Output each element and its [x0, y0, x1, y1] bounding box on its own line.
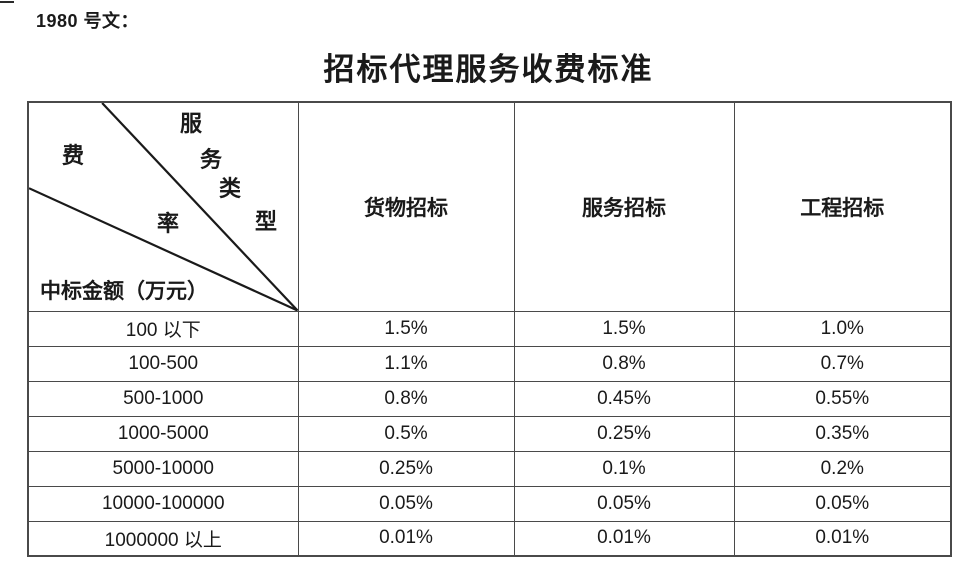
- table-row: 100 以下 1.5% 1.5% 1.0%: [27, 310, 952, 347]
- table-row: 1000000 以上 0.01% 0.01% 0.01%: [27, 520, 952, 557]
- rate-cell: 1.0%: [733, 310, 952, 347]
- page-title: 招标代理服务收费标准: [323, 52, 654, 87]
- scan-artifact-mark: [0, 1, 14, 3]
- amount-range-cell: 10000-100000: [27, 485, 299, 522]
- rate-cell: 0.5%: [297, 415, 515, 452]
- corner-label-service-type-char-2: 务: [200, 147, 223, 172]
- corner-label-fee-rate-char-1: 费: [62, 143, 85, 168]
- table-row: 10000-100000 0.05% 0.05% 0.05%: [27, 485, 952, 522]
- rate-cell: 0.55%: [733, 380, 952, 417]
- rate-cell: 0.25%: [513, 415, 735, 452]
- rate-cell: 0.45%: [513, 380, 735, 417]
- rate-cell: 0.2%: [733, 450, 952, 487]
- corner-label-fee-rate-char-2: 率: [157, 211, 180, 236]
- diagonal-line-upper: [101, 103, 298, 311]
- rate-cell: 0.01%: [733, 520, 952, 557]
- table-row: 1000-5000 0.5% 0.25% 0.35%: [27, 415, 952, 452]
- diagonal-line-lower: [29, 187, 298, 311]
- rate-cell: 0.8%: [513, 345, 735, 382]
- table-header-row: 服 务 类 型 费 率 中标金额（万元） 货物招标 服务招标 工程招标: [27, 101, 952, 312]
- amount-range-cell: 1000-5000: [27, 415, 299, 452]
- rate-cell: 0.7%: [733, 345, 952, 382]
- column-header-works-bidding: 工程招标: [733, 101, 952, 312]
- corner-label-service-type-char-3: 类: [219, 176, 242, 201]
- amount-range-cell: 1000000 以上: [27, 520, 299, 557]
- amount-range-cell: 5000-10000: [27, 450, 299, 487]
- amount-range-cell: 500-1000: [27, 380, 299, 417]
- amount-range-cell: 100-500: [27, 345, 299, 382]
- column-header-services-bidding: 服务招标: [513, 101, 735, 312]
- rate-cell: 0.8%: [297, 380, 515, 417]
- rate-cell: 0.25%: [297, 450, 515, 487]
- rate-cell: 0.1%: [513, 450, 735, 487]
- table-row: 500-1000 0.8% 0.45% 0.55%: [27, 380, 952, 417]
- rate-cell: 0.05%: [297, 485, 515, 522]
- rate-cell: 1.5%: [297, 310, 515, 347]
- amount-range-cell: 100 以下: [27, 310, 299, 347]
- rate-cell: 0.05%: [733, 485, 952, 522]
- rate-cell: 0.01%: [513, 520, 735, 557]
- table-row: 5000-10000 0.25% 0.1% 0.2%: [27, 450, 952, 487]
- rate-cell: 1.1%: [297, 345, 515, 382]
- diagonal-divider-lines: [29, 103, 298, 311]
- rate-cell: 0.05%: [513, 485, 735, 522]
- rate-cell: 0.01%: [297, 520, 515, 557]
- fee-standard-table: 服 务 类 型 费 率 中标金额（万元） 货物招标 服务招标 工程招标 100 …: [27, 101, 952, 557]
- corner-label-award-amount: 中标金额（万元）: [40, 279, 208, 303]
- corner-label-service-type-char-4: 型: [255, 209, 278, 234]
- table-corner-cell: 服 务 类 型 费 率 中标金额（万元）: [27, 101, 299, 312]
- column-header-goods-bidding: 货物招标: [297, 101, 515, 312]
- rate-cell: 1.5%: [513, 310, 735, 347]
- document-ref-label: 1980 号文：: [36, 11, 140, 31]
- table-row: 100-500 1.1% 0.8% 0.7%: [27, 345, 952, 382]
- rate-cell: 0.35%: [733, 415, 952, 452]
- corner-label-service-type-char-1: 服: [180, 111, 203, 136]
